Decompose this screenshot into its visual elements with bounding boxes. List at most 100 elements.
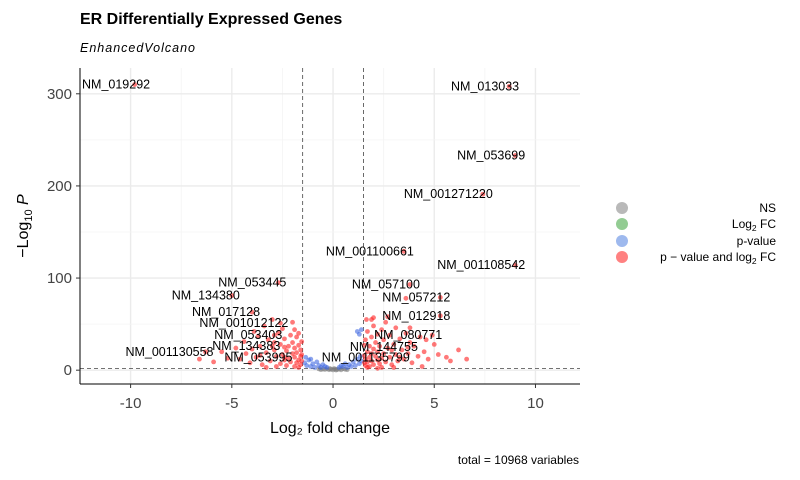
point-both [377, 361, 382, 367]
point-both [377, 343, 382, 349]
point-both [257, 343, 263, 349]
point-both [393, 352, 399, 357]
legend-label: p-value [737, 234, 777, 248]
data-points [132, 82, 518, 373]
point-both [271, 347, 277, 353]
point-both [421, 349, 427, 355]
gene-label: NM_001108542 [437, 258, 525, 272]
point-both [375, 357, 380, 363]
point-pvalue [348, 364, 354, 369]
point-both [243, 351, 249, 356]
x-tick-label: 0 [329, 395, 337, 412]
point-both [391, 341, 397, 347]
point-both [247, 360, 253, 366]
point-both [367, 343, 372, 349]
point-labeled [407, 282, 413, 287]
point-both [265, 337, 271, 343]
point-both [375, 331, 380, 337]
point-both [387, 332, 393, 338]
point-both [401, 356, 407, 362]
point-both [435, 352, 441, 357]
grid [79, 68, 580, 384]
point-both [197, 356, 202, 362]
point-pvalue [342, 361, 348, 367]
gene-label: NM_053445 [218, 276, 286, 290]
gene-label: NM_053403 [214, 328, 282, 342]
point-pvalue [352, 363, 358, 368]
y-tick-label: 200 [47, 178, 72, 195]
legend: NS Log2 FCp-value p − value and log2 FC [616, 201, 776, 266]
point-both [251, 329, 257, 334]
point-both [385, 345, 391, 351]
point-both [423, 337, 429, 343]
gene-label: NM_001130558 [125, 345, 213, 359]
gene-label: NM_013033 [451, 79, 519, 93]
point-both [381, 337, 387, 343]
cutoff-lines [80, 68, 580, 384]
point-ns [331, 366, 337, 372]
point-both [369, 317, 374, 322]
point-both [419, 364, 425, 369]
point-labeled [429, 332, 435, 338]
point-both [259, 362, 265, 368]
point-both [290, 340, 295, 345]
point-both [391, 365, 397, 370]
point-both [292, 327, 297, 333]
point-both [253, 354, 259, 360]
point-both [365, 329, 370, 334]
point-both [273, 353, 279, 359]
point-both [373, 353, 378, 359]
chart-title: ER Differentially Expressed Genes [80, 11, 342, 28]
point-both [431, 341, 437, 347]
y-tick-label: 100 [47, 270, 72, 287]
point-both [290, 319, 295, 325]
point-both [269, 317, 275, 322]
gene-label: NM_080771 [374, 328, 442, 342]
caption: total = 10968 variables [458, 453, 579, 467]
point-both [233, 345, 239, 351]
point-both [278, 361, 283, 367]
y-tick-label: 0 [64, 362, 72, 379]
point-both [278, 341, 283, 347]
x-axis-title: Log₂ fold change [270, 420, 390, 437]
point-both [365, 359, 370, 365]
legend-swatch [616, 235, 628, 247]
gene-label: NM_053995 [224, 350, 292, 364]
point-labeled [278, 320, 283, 326]
point-pvalue [350, 359, 356, 365]
point-both [286, 343, 291, 349]
point-both [381, 351, 387, 356]
point-both [211, 359, 217, 365]
gene-label: NM_057212 [382, 290, 450, 304]
point-both [294, 350, 299, 356]
point-labeled [512, 262, 518, 268]
point-pvalue [356, 331, 362, 337]
gene-label: NM_053699 [457, 149, 525, 163]
point-both [399, 347, 405, 353]
point-pvalue [358, 327, 364, 333]
point-both [292, 354, 297, 360]
point-both [409, 360, 415, 366]
point-both [288, 332, 293, 338]
point-pvalue [303, 354, 309, 360]
point-both [456, 347, 461, 353]
point-both [282, 344, 287, 350]
point-pvalue [324, 365, 330, 370]
point-both [464, 356, 470, 362]
point-labeled [480, 191, 486, 197]
point-labeled [271, 332, 277, 338]
point-labeled [269, 343, 275, 349]
point-labeled [132, 82, 138, 87]
point-both [294, 334, 299, 340]
point-both [299, 352, 305, 357]
point-both [257, 353, 263, 358]
point-labeled [512, 153, 518, 158]
point-both [397, 336, 403, 342]
gene-label: NM_001100661 [326, 244, 414, 258]
legend-swatch [616, 202, 628, 214]
point-both [263, 365, 269, 370]
point-both [364, 317, 369, 322]
point-both [225, 355, 231, 361]
point-both [292, 345, 297, 351]
point-both [405, 351, 411, 356]
